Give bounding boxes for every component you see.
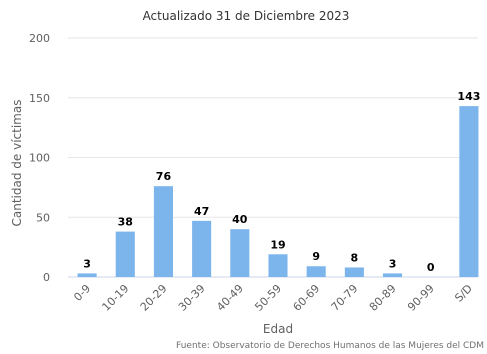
data-label-50-59: 19 bbox=[270, 238, 285, 251]
bar-40-49 bbox=[230, 229, 250, 277]
x-tick-label-60-69: 60-69 bbox=[291, 282, 323, 314]
y-axis-title: Cantidad de víctimas bbox=[10, 100, 24, 227]
chart-credit: Fuente: Observatorio de Derechos Humanos… bbox=[176, 341, 484, 351]
x-tick-label-40-49: 40-49 bbox=[214, 282, 246, 314]
data-label-70-79: 8 bbox=[351, 251, 359, 264]
y-tick-label: 200 bbox=[29, 32, 50, 45]
bar-60-69 bbox=[306, 266, 326, 277]
x-tick-label-S/D: S/D bbox=[452, 282, 475, 305]
data-label-40-49: 40 bbox=[232, 213, 248, 226]
bar-S/D bbox=[459, 106, 479, 278]
x-tick-label-50-59: 50-59 bbox=[252, 282, 284, 314]
y-tick-label: 100 bbox=[29, 152, 50, 165]
y-tick-label: 150 bbox=[29, 92, 50, 105]
x-tick-label-70-79: 70-79 bbox=[329, 282, 361, 314]
chart-subtitle: Actualizado 31 de Diciembre 2023 bbox=[143, 9, 350, 23]
bar-80-89 bbox=[383, 273, 403, 277]
x-axis-title: Edad bbox=[263, 322, 293, 336]
x-tick-label-10-19: 10-19 bbox=[100, 282, 132, 314]
data-label-10-19: 38 bbox=[118, 216, 133, 229]
y-axis-ticks: 0 50 100 150 200 bbox=[29, 32, 50, 284]
x-tick-label-90-99: 90-99 bbox=[405, 282, 437, 314]
bars bbox=[77, 106, 479, 278]
bar-20-29 bbox=[153, 186, 173, 277]
x-tick-label-20-29: 20-29 bbox=[138, 282, 170, 314]
y-tick-label: 50 bbox=[36, 211, 50, 224]
data-label-20-29: 76 bbox=[156, 170, 172, 183]
data-labels: 3 38 76 47 40 19 9 8 3 0 143 bbox=[83, 90, 480, 274]
data-label-90-99: 0 bbox=[427, 261, 435, 274]
x-tick-label-30-39: 30-39 bbox=[176, 282, 208, 314]
y-tick-label: 0 bbox=[43, 271, 50, 284]
bar-0-9 bbox=[77, 273, 97, 277]
data-label-80-89: 3 bbox=[389, 257, 397, 270]
x-axis-ticks: 0-9 10-19 20-29 30-39 40-49 50-59 60-69 70-79 80… bbox=[71, 282, 475, 314]
bar-10-19 bbox=[115, 231, 135, 277]
data-label-S/D: 143 bbox=[457, 90, 480, 103]
data-label-30-39: 47 bbox=[194, 205, 209, 218]
bar-30-39 bbox=[192, 220, 212, 277]
data-label-0-9: 3 bbox=[83, 257, 91, 270]
x-tick-label-80-89: 80-89 bbox=[367, 282, 399, 314]
bar-50-59 bbox=[268, 254, 288, 277]
bar-70-79 bbox=[344, 267, 364, 277]
gridlines bbox=[68, 37, 478, 278]
x-tick-label-0-9: 0-9 bbox=[71, 282, 93, 304]
data-label-60-69: 9 bbox=[312, 250, 320, 263]
